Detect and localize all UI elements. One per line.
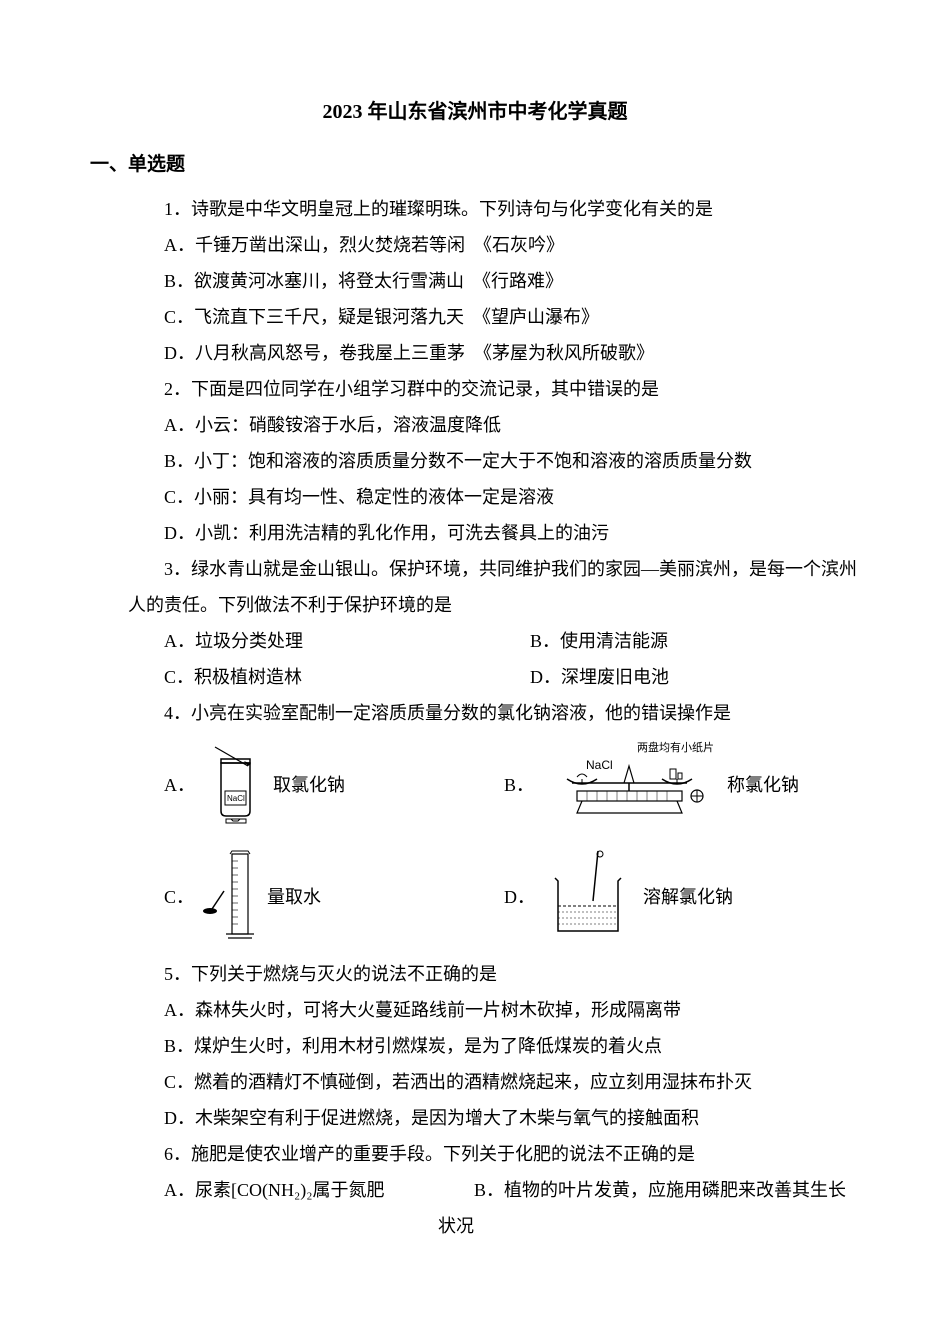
balance-nacl: NaCl bbox=[586, 758, 613, 772]
q3-option-d: D．深埋废旧电池 bbox=[494, 659, 860, 695]
q1-option-b: B．欲渡黄河冰塞川，将登太行雪满山 《行路难》 bbox=[128, 263, 860, 299]
q6-option-b: B．植物的叶片发黄，应施用磷肥来改善其生长状况 bbox=[438, 1172, 860, 1244]
q3-option-a: A．垃圾分类处理 bbox=[128, 623, 494, 659]
q4-a-label: A． bbox=[128, 771, 195, 797]
q2-stem: 2．下面是四位同学在小组学习群中的交流记录，其中错误的是 bbox=[128, 371, 860, 407]
q1-option-d: D．八月秋高风怒号，卷我屋上三重茅 《茅屋为秋风所破歌》 bbox=[128, 335, 860, 371]
q6-options-row1: A．尿素[CO(NH₂)₂属于氮肥 B．植物的叶片发黄，应施用磷肥来改善其生长状… bbox=[128, 1172, 860, 1244]
q3-options-row2: C．积极植树造林 D．深埋废旧电池 bbox=[128, 659, 860, 695]
q3-option-c: C．积极植树造林 bbox=[128, 659, 494, 695]
q5-option-c: C．燃着的酒精灯不慎碰倒，若洒出的酒精燃烧起来，应立刻用湿抹布扑灭 bbox=[128, 1064, 860, 1100]
beaker-icon bbox=[543, 846, 633, 946]
q1-option-a: A．千锤万凿出深山，烈火焚烧若等闲 《石灰吟》 bbox=[128, 227, 860, 263]
bottle-icon: NaCl bbox=[203, 741, 263, 826]
balance-icon: 两盘均有小纸片 NaCl bbox=[542, 741, 717, 826]
q4-cell-d: D． 溶解氯化钠 bbox=[468, 846, 733, 946]
q2-option-d: D．小凯：利用洗洁精的乳化作用，可洗去餐具上的油污 bbox=[128, 515, 860, 551]
q4-d-label: D． bbox=[468, 883, 535, 909]
q4-row1: A． NaCl 取氯化钠 B． 两盘均有小纸片 NaCl bbox=[128, 741, 860, 826]
q4-row2: C． 量取水 D． bbox=[128, 846, 860, 946]
q4-a-desc: 取氯化钠 bbox=[273, 771, 345, 797]
q2-option-c: C．小丽：具有均一性、稳定性的液体一定是溶液 bbox=[128, 479, 860, 515]
bottle-label: NaCl bbox=[227, 794, 245, 803]
q2-option-a: A．小云：硝酸铵溶于水后，溶液温度降低 bbox=[128, 407, 860, 443]
q5-option-b: B．煤炉生火时，利用木材引燃煤炭，是为了降低煤炭的着火点 bbox=[128, 1028, 860, 1064]
q5-option-a: A．森林失火时，可将大火蔓延路线前一片树木砍掉，形成隔离带 bbox=[128, 992, 860, 1028]
q4-c-label: C． bbox=[128, 883, 194, 909]
q6-stem: 6．施肥是使农业增产的重要手段。下列关于化肥的说法不正确的是 bbox=[128, 1136, 860, 1172]
section-header: 一、单选题 bbox=[90, 149, 860, 176]
q4-b-label: B． bbox=[468, 771, 534, 797]
balance-note: 两盘均有小纸片 bbox=[637, 741, 714, 754]
q6-option-a: A．尿素[CO(NH₂)₂属于氮肥 bbox=[128, 1172, 438, 1244]
cylinder-icon bbox=[202, 846, 257, 946]
q3-stem: 3．绿水青山就是金山银山。保护环境，共同维护我们的家园—美丽滨州，是每一个滨州人… bbox=[128, 551, 860, 623]
q4-d-desc: 溶解氯化钠 bbox=[643, 883, 733, 909]
q1-option-c: C．飞流直下三千尺，疑是银河落九天 《望庐山瀑布》 bbox=[128, 299, 860, 335]
q5-stem: 5．下列关于燃烧与灭火的说法不正确的是 bbox=[128, 956, 860, 992]
q4-cell-c: C． 量取水 bbox=[128, 846, 468, 946]
q3-option-b: B．使用清洁能源 bbox=[494, 623, 860, 659]
exam-title: 2023 年山东省滨州市中考化学真题 bbox=[90, 95, 860, 124]
q4-b-desc: 称氯化钠 bbox=[727, 771, 799, 797]
q2-option-b: B．小丁：饱和溶液的溶质质量分数不一定大于不饱和溶液的溶质质量分数 bbox=[128, 443, 860, 479]
q3-options-row1: A．垃圾分类处理 B．使用清洁能源 bbox=[128, 623, 860, 659]
q4-stem: 4．小亮在实验室配制一定溶质质量分数的氯化钠溶液，他的错误操作是 bbox=[128, 695, 860, 731]
q1-stem: 1．诗歌是中华文明皇冠上的璀璨明珠。下列诗句与化学变化有关的是 bbox=[128, 191, 860, 227]
q4-cell-b: B． 两盘均有小纸片 NaCl bbox=[468, 741, 799, 826]
q4-c-desc: 量取水 bbox=[267, 883, 321, 909]
q4-cell-a: A． NaCl 取氯化钠 bbox=[128, 741, 468, 826]
q5-option-d: D．木柴架空有利于促进燃烧，是因为增大了木柴与氧气的接触面积 bbox=[128, 1100, 860, 1136]
